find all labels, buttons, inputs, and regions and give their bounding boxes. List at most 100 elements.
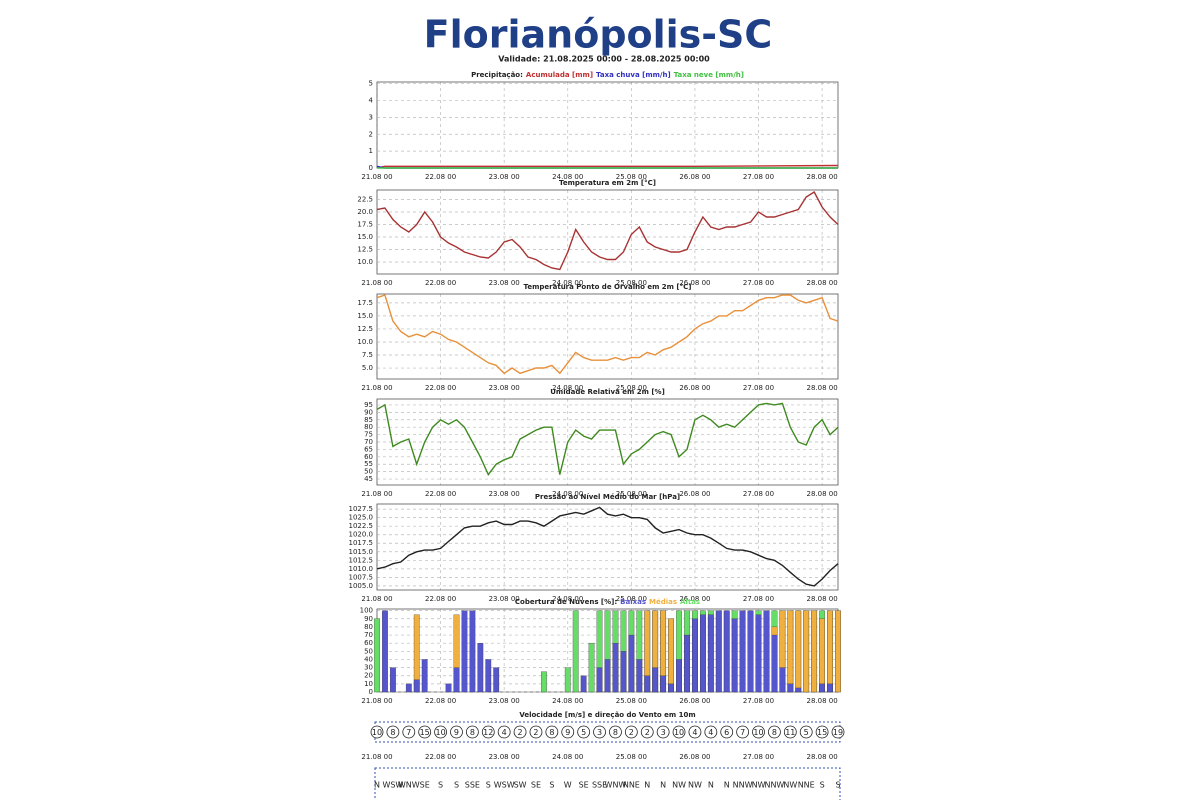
wind-speed-marker [434,725,447,739]
cloud-bar [811,610,818,693]
x-tick-label: 28.08 00 [807,384,838,392]
y-tick-label: 20.0 [357,208,373,216]
x-tick-label: 21.08 00 [361,753,392,761]
legend-entry: Baixas [620,598,646,606]
wind-speed-label: 19 [833,728,843,737]
wind-speed-label: 7 [740,728,745,737]
y-tick-label: 0 [369,688,373,696]
x-tick-label: 26.08 00 [679,279,710,287]
wind-speed-marker [752,725,765,739]
wind-speed-marker [497,725,511,739]
x-tick-label: 24.08 00 [552,384,583,392]
y-tick-label: 0 [369,164,373,172]
wind-direction-label: WNW [398,781,420,790]
x-tick-label: 21.08 00 [361,384,392,392]
cloud-bar [644,675,651,693]
cloud-bar [580,675,587,693]
chart-title: Temperatura em 2m [°C] [559,179,656,187]
wind-speed-marker [783,725,797,739]
y-tick-label: 1022.5 [349,522,374,530]
wind-direction-label: NW [672,781,686,790]
cloud-bar [628,634,635,693]
y-tick-label: 100 [360,607,373,615]
y-tick-label: 22.5 [357,196,373,204]
y-tick-label: 50 [364,647,373,655]
wind-direction-label: S [454,781,459,790]
y-tick-label: 90 [364,408,373,416]
y-tick-label: 3 [369,113,373,121]
wind-speed-label: 5 [804,728,809,737]
wind-speed-label: 7 [406,728,411,737]
page-subtitle: Validade: 21.08.2025 00:00 - 28.08.2025 … [498,55,710,64]
cloud-bar [803,610,810,693]
cloud-bar [819,618,825,693]
y-tick-label: 15.0 [357,233,373,241]
x-tick-label: 24.08 00 [552,173,583,181]
y-tick-label: 15.0 [357,312,373,320]
x-tick-label: 27.08 00 [743,384,774,392]
x-tick-label: 27.08 00 [743,753,774,761]
y-tick-label: 2 [369,130,373,138]
wind-speed-marker [577,725,591,739]
wind-speed-marker [609,725,622,739]
data-line [376,294,839,375]
wind-direction-label: S [820,781,825,790]
wind-speed-label: 10 [753,728,763,737]
wind-speed-label: 3 [597,728,602,737]
y-tick-label: 80 [364,623,373,631]
y-tick-label: 1010.0 [349,565,374,573]
chart-title-text: Temperatura Ponto de Orvalho em 2m [°C] [524,283,692,291]
wind-speed-label: 12 [483,728,493,737]
cloud-bar [493,667,500,693]
x-tick-label: 28.08 00 [807,753,838,761]
cloud-bar [827,610,833,693]
x-tick-label: 22.08 00 [425,173,456,181]
cloud-bar [390,667,396,693]
x-tick-label: 26.08 00 [679,173,710,181]
plot-frame [376,81,839,169]
wind-speed-label: 8 [390,728,395,737]
cloud-bar [779,667,786,693]
wind-direction-label: SSE [592,781,607,790]
cloud-bar [445,683,452,693]
cloud-bar [707,614,714,693]
x-tick-label: 22.08 00 [425,384,456,392]
wind-direction-label: N [660,781,666,790]
wind-direction-label: SE [531,781,541,790]
legend-entry: Taxa neve [mm/h] [674,71,744,79]
wind-direction-label: SE [579,781,589,790]
wind-speed-marker [513,725,527,739]
wind-speed-marker [704,725,718,739]
x-tick-label: 28.08 00 [807,173,838,181]
wind-direction-label: NW [688,781,702,790]
x-tick-label: 22.08 00 [425,279,456,287]
wind-speed-label: 4 [708,728,713,737]
x-tick-label: 21.08 00 [361,490,392,498]
x-tick-label: 21.08 00 [361,279,392,287]
y-tick-label: 17.5 [357,221,373,229]
y-tick-label: 85 [364,416,373,424]
y-tick-label: 1012.5 [349,556,374,564]
y-tick-label: 1017.5 [349,539,374,547]
wind-speed-label: 15 [817,728,827,737]
cloud-bar [835,610,841,693]
chart-title: Precipitação: Acumulada [mm] Taxa chuva [m… [471,71,744,79]
cloud-bar [699,614,706,693]
x-tick-label: 25.08 00 [616,384,647,392]
wind-speed-label: 10 [372,728,382,737]
wind-speed-marker [736,725,750,739]
x-tick-label: 25.08 00 [616,490,647,498]
cloud-bar [588,643,595,693]
y-tick-label: 60 [364,639,373,647]
wind-speed-marker [529,725,543,739]
wind-direction-label: S [549,781,554,790]
cloud-bar [763,610,770,693]
y-tick-label: 20 [364,672,373,680]
x-tick-label: 25.08 00 [616,753,647,761]
y-tick-label: 1005.0 [349,582,374,590]
wind-speed-label: 3 [661,728,666,737]
x-tick-label: 27.08 00 [743,279,774,287]
y-tick-label: 75 [364,431,373,439]
x-tick-label: 22.08 00 [425,595,456,603]
